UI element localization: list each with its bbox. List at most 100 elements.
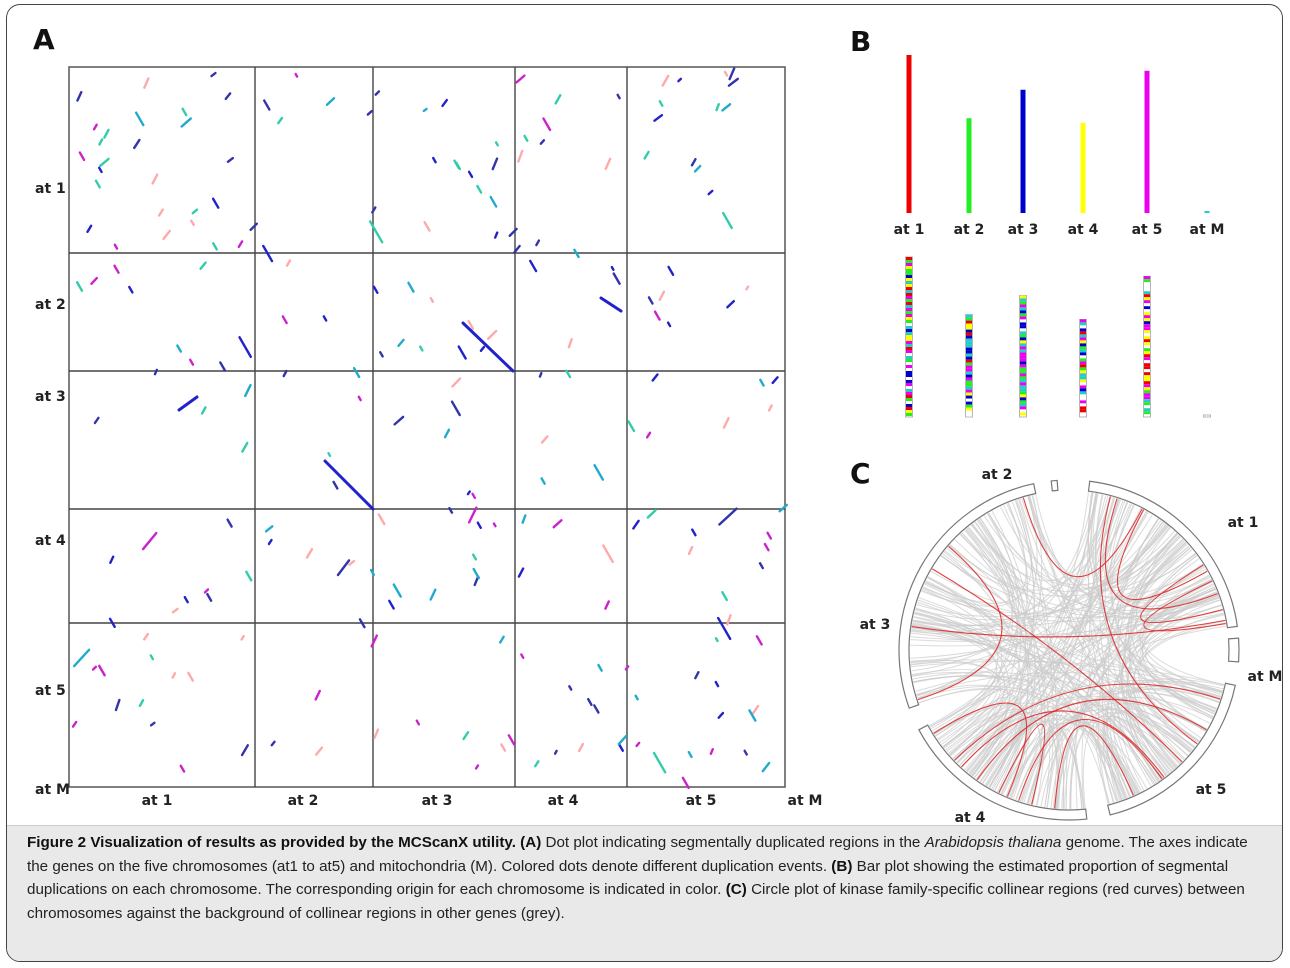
background-link: [979, 517, 1046, 806]
origin-bars: [905, 256, 1211, 418]
chromosome-label: at 1: [1228, 515, 1259, 531]
origin-bar-segment: [966, 341, 972, 345]
origin-bar-segment: [906, 320, 912, 323]
background-link: [911, 626, 1163, 780]
dot-plot-point: [540, 477, 546, 485]
dot-plot-point: [694, 671, 700, 680]
dot-plot-point: [726, 614, 732, 626]
background-link: [948, 538, 1184, 597]
origin-bar-segment: [906, 398, 912, 401]
origin-bar-segment: [1080, 349, 1086, 353]
dot-plot-point: [528, 259, 538, 273]
dot-plot-point: [489, 195, 498, 208]
dot-plot-point: [771, 376, 779, 385]
dot-plot-point: [113, 243, 119, 250]
dot-plot-points: [71, 67, 788, 790]
origin-bar-segment: [1080, 340, 1086, 344]
background-link: [1102, 521, 1164, 801]
dot-plot-point: [138, 698, 145, 708]
dot-plot-point: [157, 208, 165, 217]
origin-bar-segment: [1144, 288, 1150, 292]
chromosome-label: at 3: [860, 617, 891, 633]
background-link: [948, 547, 1191, 756]
origin-bar-segment: [906, 314, 912, 317]
background-link: [961, 712, 1024, 788]
dot-plot-panel: at 1 at 2 at 3 at 4 at 5 at M at 1at 2at 3at …: [35, 66, 822, 809]
origin-bar-segment: [966, 320, 972, 324]
origin-bar-segment: [966, 410, 972, 414]
dot-plot-point: [759, 378, 765, 387]
dot-plot-point: [726, 299, 736, 309]
dot-plot-x-tick-label: at 3: [422, 793, 453, 809]
dot-plot-point: [237, 240, 244, 249]
kinase-link: [911, 619, 1226, 638]
dot-plot-point: [604, 157, 612, 171]
origin-bar-segment: [906, 365, 912, 368]
origin-bar-segment: [906, 353, 912, 356]
background-link: [934, 512, 1019, 735]
origin-bar-segment: [1144, 333, 1150, 337]
dot-plot-point: [327, 452, 332, 458]
origin-bar-segment: [906, 293, 912, 296]
origin-bar-segment: [1144, 399, 1150, 403]
origin-bar-segment: [906, 311, 912, 314]
dot-plot-point: [498, 635, 505, 644]
origin-bar-segment: [906, 335, 912, 338]
caption-c-label: (C): [725, 881, 747, 898]
dot-plot-point: [206, 592, 213, 602]
dot-plot-point: [635, 741, 641, 748]
dot-plot-point: [153, 368, 159, 376]
origin-bar-segment: [966, 389, 972, 393]
dot-plot-point: [99, 157, 110, 168]
dot-plot-point: [681, 776, 690, 790]
origin-bar-segment: [1020, 328, 1026, 332]
dot-plot-point: [723, 70, 729, 77]
dot-plot-point: [577, 742, 585, 753]
origin-bar-segment: [1144, 378, 1150, 382]
caption-b-label: (B): [831, 857, 853, 875]
origin-bar-segment: [1020, 412, 1026, 416]
origin-bar-segment: [906, 371, 912, 374]
chromosome-arc: [1106, 682, 1237, 816]
origin-bar-segment: [1020, 331, 1026, 335]
dot-plot-point: [143, 632, 150, 641]
dot-plot-point: [693, 164, 702, 173]
background-link: [1142, 592, 1218, 713]
dot-plot-point: [162, 229, 172, 241]
origin-bar-segment: [906, 266, 912, 269]
dot-plot-point: [149, 721, 156, 727]
background-link: [960, 533, 1132, 797]
background-link: [914, 612, 1125, 800]
dot-plot-point: [441, 98, 449, 108]
background-link: [994, 502, 1129, 791]
origin-bar-segment: [966, 317, 972, 321]
dot-plot-point: [282, 369, 288, 378]
origin-bar-segment: [1020, 400, 1026, 404]
origin-bar-segment: [1020, 304, 1026, 308]
background-link: [927, 576, 1161, 781]
dot-plot-point: [224, 92, 232, 101]
dot-plot-point: [114, 698, 121, 712]
dot-plot-point: [653, 113, 664, 122]
background-link: [988, 538, 1184, 788]
bar-plot-bar: [1080, 122, 1086, 213]
kinase-link: [917, 545, 1003, 701]
dot-plot-point: [181, 107, 188, 117]
origin-bar-segment: [906, 281, 912, 284]
dot-plot-point: [262, 244, 274, 263]
dot-plot-point: [368, 220, 384, 244]
origin-bar-segment: [1144, 408, 1150, 412]
background-link: [911, 493, 1098, 672]
origin-bar-segment: [1080, 328, 1086, 332]
dot-plot-point: [763, 542, 770, 552]
dot-plot-point: [542, 117, 552, 132]
dot-plot-point: [90, 276, 99, 285]
background-link: [939, 579, 1212, 744]
background-link: [916, 523, 1167, 618]
caption-background: [7, 825, 1282, 961]
dot-plot-point: [513, 244, 521, 254]
dot-plot-point: [761, 761, 771, 773]
origin-bar-segment: [1144, 309, 1150, 313]
dot-plot-point: [285, 259, 292, 267]
dot-plot-point: [658, 290, 666, 302]
